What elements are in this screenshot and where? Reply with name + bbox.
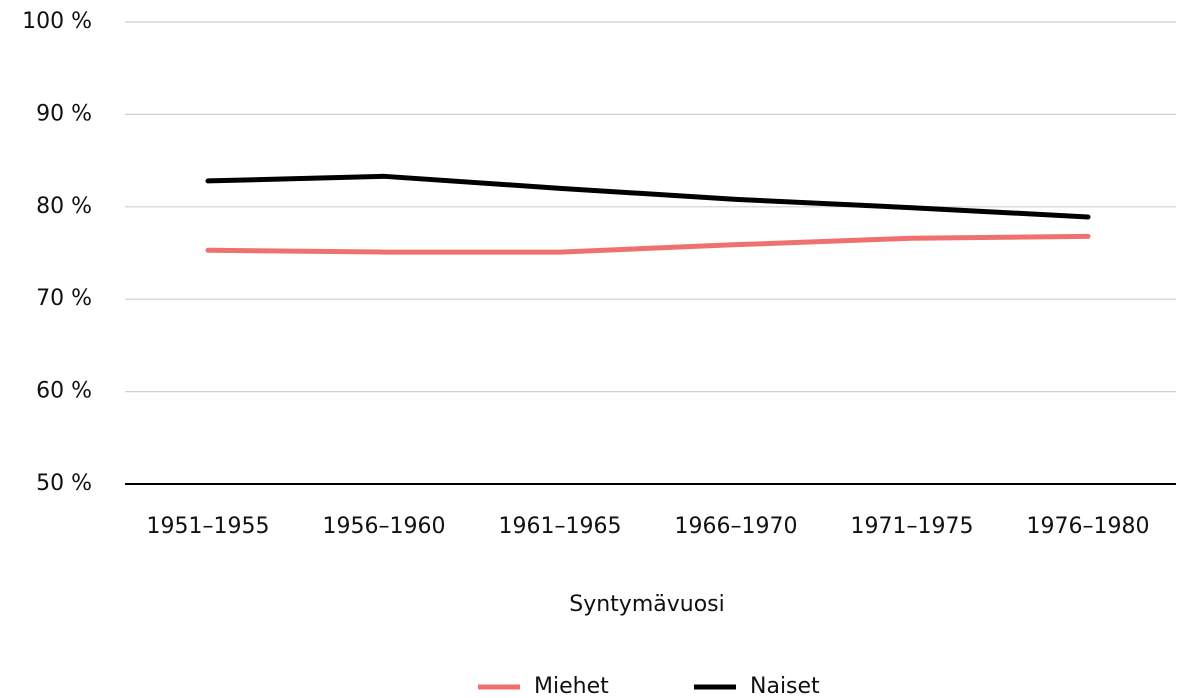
- y-tick-label: 80 %: [36, 194, 92, 219]
- y-tick-label: 70 %: [36, 286, 92, 311]
- line: [205, 173, 1091, 220]
- y-tick-label: 60 %: [36, 379, 92, 404]
- y-tick-label: 50 %: [36, 471, 92, 496]
- x-axis-title: Syntymävuosi: [569, 592, 724, 617]
- x-tick-label: 1971–1975: [851, 514, 974, 539]
- legend-label: Naiset: [750, 674, 820, 698]
- x-tick-label: 1961–1965: [499, 514, 622, 539]
- y-tick-label: 100 %: [22, 9, 92, 34]
- line: [205, 233, 1091, 255]
- y-tick-label: 90 %: [36, 101, 92, 126]
- x-tick-label: 1976–1980: [1027, 514, 1150, 539]
- x-tick-label: 1966–1970: [675, 514, 798, 539]
- x-tick-label: 1951–1955: [147, 514, 270, 539]
- legend-label: Miehet: [534, 674, 609, 698]
- x-tick-label: 1956–1960: [323, 514, 446, 539]
